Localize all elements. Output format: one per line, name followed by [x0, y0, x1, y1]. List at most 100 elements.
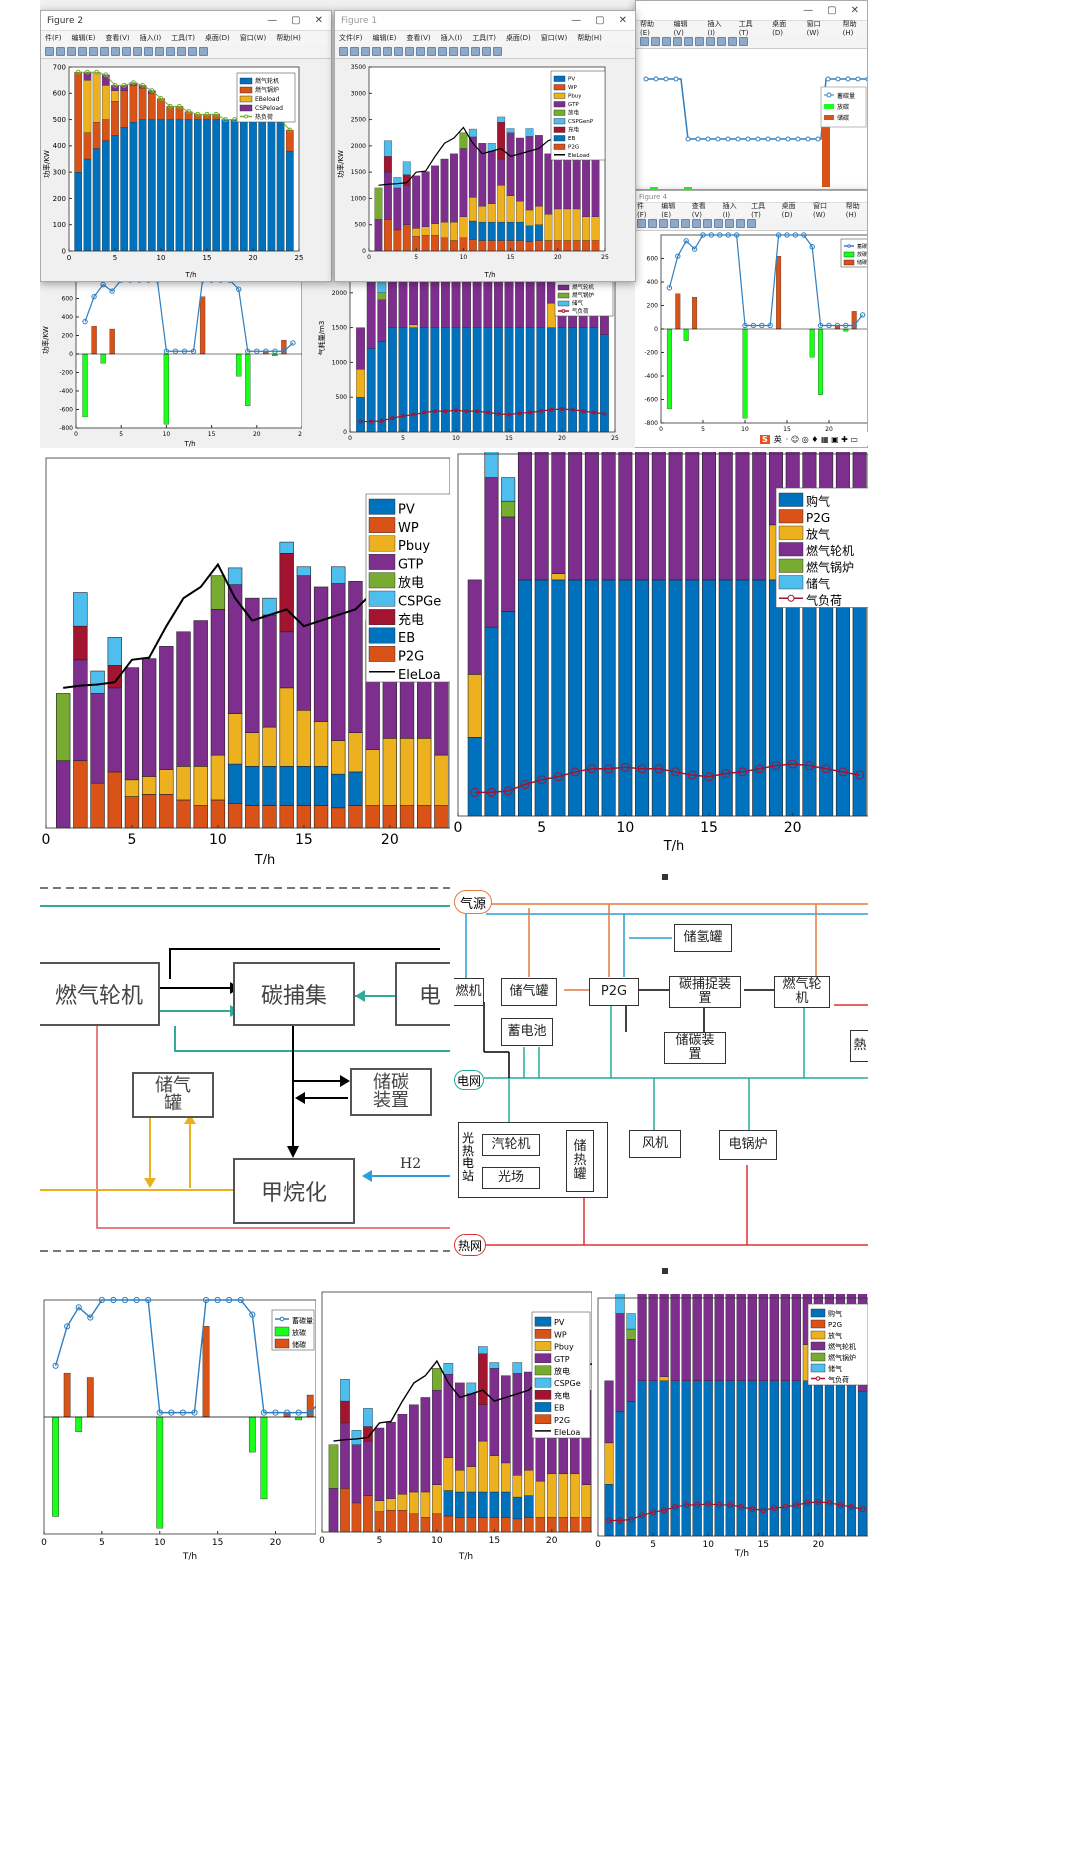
menu-item[interactable]: 帮助(H): [276, 34, 301, 42]
bar-segment: [434, 805, 449, 829]
menu-item[interactable]: 编辑(E): [71, 34, 96, 42]
y-tick-label: 1000: [332, 359, 347, 366]
menu-item[interactable]: 编辑(E): [372, 34, 397, 42]
menu-item[interactable]: 编辑(V): [673, 20, 688, 37]
menu-item[interactable]: 工具(T): [472, 34, 496, 42]
menu-item[interactable]: 工具(T): [171, 34, 195, 42]
menu-item[interactable]: 窗口(W): [239, 34, 267, 42]
bar-segment: [659, 1294, 669, 1377]
menu-item[interactable]: 查看(V): [105, 34, 130, 42]
bar-segment: [296, 709, 312, 767]
x-axis-label: T/h: [183, 440, 195, 448]
bar-segment: [157, 119, 165, 252]
menu-item[interactable]: 插入(I): [139, 34, 162, 42]
menu-item[interactable]: 桌面(D): [772, 20, 787, 37]
line-marker: [705, 1500, 712, 1507]
line-marker: [432, 409, 437, 414]
bar-segment: [212, 119, 221, 252]
window-controls[interactable]: — ▢ ✕: [803, 5, 859, 16]
menu-item[interactable]: 查看(V): [406, 34, 431, 42]
window-controls[interactable]: — ▢ ✕: [571, 15, 627, 26]
bar-segment: [626, 1401, 636, 1537]
figure-3-window[interactable]: — ▢ ✕ 帮助(E) 编辑(V) 插入(I) 工具(T) 桌面(D) 窗口(W) 帮助(H) …: [635, 0, 868, 190]
wind-turbine-box: 风机: [629, 1130, 681, 1158]
taskbar-tray[interactable]: S 英 · ☺ ◎ ♦ ▦ ▣ ✚ ▭: [758, 432, 868, 446]
line-marker: [245, 348, 251, 354]
bar-segment: [450, 153, 458, 223]
bar-segment: [279, 541, 294, 554]
bar-segment: [443, 1490, 454, 1517]
menu-item[interactable]: 窗口(W): [813, 202, 827, 219]
bar-segment: [506, 128, 515, 133]
bar-segment: [348, 805, 363, 829]
menu-item[interactable]: 桌面(D): [781, 202, 796, 219]
ime-icon[interactable]: S: [760, 434, 770, 444]
figure-4-menubar: 件(F) 编辑(E) 查看(V) 插入(I) 工具(T) 桌面(D) 窗口(W) 帮助(H): [633, 202, 867, 219]
menu-item[interactable]: 编辑(E): [661, 202, 676, 219]
x-axis-label: T/h: [254, 853, 276, 864]
bar-segment: [459, 132, 468, 149]
y-tick-label: 500: [355, 222, 367, 229]
y-tick-label: 600: [62, 296, 74, 303]
menu-item[interactable]: 件(F): [637, 202, 647, 219]
menu-item[interactable]: 工具(T): [751, 202, 766, 219]
figure-4-toolbar[interactable]: [633, 217, 867, 231]
bar-segment: [111, 101, 119, 136]
figure-2-toolbar[interactable]: [41, 45, 331, 59]
bar-segment: [56, 760, 71, 829]
bar-segment: [635, 452, 650, 581]
line-marker: [470, 787, 480, 797]
bar-segment: [516, 221, 524, 241]
line-marker: [683, 238, 689, 244]
menu-item[interactable]: 帮助(H): [845, 202, 860, 219]
bar-segment: [536, 278, 546, 328]
legend-label: P2G: [398, 650, 424, 665]
ime-label[interactable]: 英: [773, 434, 782, 444]
figure-3-toolbar[interactable]: [636, 35, 867, 49]
bar-segment: [377, 282, 387, 293]
bar-segment: [419, 327, 429, 433]
bar-segment: [846, 1380, 857, 1537]
bar-segment: [478, 206, 487, 223]
figure-2-window[interactable]: Figure 2 — ▢ ✕ 件(F) 编辑(E) 查看(V) 插入(I) 工具(T) 桌面(D…: [40, 10, 332, 282]
menu-item[interactable]: 插入(I): [440, 34, 463, 42]
bar-segment: [92, 148, 101, 252]
menu-item[interactable]: 窗口(W): [540, 34, 568, 42]
bar-segment: [591, 240, 600, 252]
figure-4-window[interactable]: Figure 4 件(F) 编辑(E) 查看(V) 插入(I) 工具(T) 桌面(D) 窗口…: [632, 190, 868, 448]
bar-segment: [489, 1491, 500, 1518]
bar-segment: [386, 1509, 396, 1533]
bar-segment: [487, 221, 496, 241]
bar-segment: [451, 278, 461, 328]
menu-item[interactable]: 插入(I): [707, 20, 722, 37]
menu-item[interactable]: 件(F): [45, 34, 62, 42]
legend-label: EleLoa: [554, 1428, 580, 1437]
bar-segment: [279, 805, 294, 829]
menu-item[interactable]: 桌面(D): [204, 34, 230, 42]
bar-segment: [791, 1294, 801, 1381]
y-tick-label: -400: [644, 373, 658, 380]
bar-segment: [582, 240, 591, 252]
menu-item[interactable]: 查看(V): [691, 202, 706, 219]
menu-item[interactable]: 插入(I): [722, 202, 737, 219]
bar-segment: [544, 214, 553, 241]
menu-item[interactable]: 帮助(H): [577, 34, 602, 42]
figure-1-toolbar[interactable]: [335, 45, 635, 59]
menu-item[interactable]: 工具(T): [738, 20, 753, 37]
menu-item[interactable]: 桌面(D): [505, 34, 531, 42]
bar-segment: [331, 566, 346, 584]
x-tick-label: 15: [507, 254, 515, 261]
figure-1-window[interactable]: Figure 1 — ▢ ✕ 文件(F) 编辑(E) 查看(V) 插入(I) 工具(T) 桌面(…: [334, 10, 636, 282]
x-tick-label: 10: [741, 426, 749, 433]
menu-item[interactable]: 帮助(E): [640, 20, 654, 37]
tray-icons[interactable]: · ☺ ◎ ♦ ▦ ▣ ✚ ▭: [785, 434, 858, 444]
window-controls[interactable]: — ▢ ✕: [267, 15, 323, 26]
bar-segment: [467, 737, 482, 817]
menu-item[interactable]: 窗口(W): [806, 20, 821, 37]
menu-item[interactable]: 帮助(H): [842, 20, 857, 37]
x-axis-label: T/h: [458, 1552, 473, 1562]
menu-item[interactable]: 文件(F): [339, 34, 363, 42]
y-tick-label: 3500: [351, 64, 366, 71]
bar-segment: [515, 278, 524, 328]
bar-segment: [525, 241, 534, 252]
